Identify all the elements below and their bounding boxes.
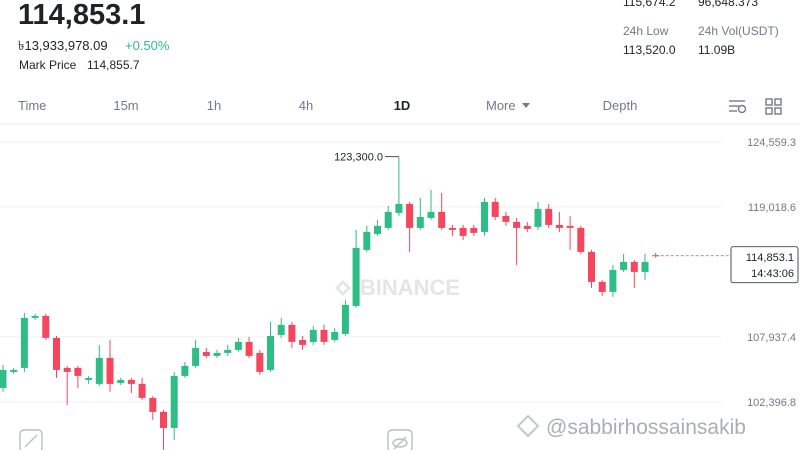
stat-value: 11.09B (698, 43, 735, 57)
tab[interactable]: 4h (299, 98, 313, 113)
candle-body (545, 208, 553, 225)
candle-body (481, 201, 488, 232)
candle-body (384, 211, 392, 228)
candle-body (459, 227, 467, 236)
candle-body (149, 397, 157, 412)
stat-label: 24h Low (623, 24, 669, 38)
tab[interactable]: More (486, 98, 516, 113)
candle-body (374, 225, 381, 234)
stat-value: 113,520.0 (623, 43, 676, 57)
fiat-price: ৳13,933,978.09 (18, 38, 108, 53)
candle-body (256, 352, 264, 372)
candle-body (53, 337, 60, 370)
candle-body (181, 365, 189, 376)
candle-body (63, 367, 71, 372)
candle-body (534, 208, 542, 227)
candle-body (491, 201, 499, 217)
indicator-icon[interactable] (729, 100, 747, 114)
candle-body (352, 247, 360, 306)
candle-body (513, 221, 521, 228)
candle-body (202, 351, 210, 356)
candle-body (127, 379, 135, 384)
mark-price-label: Mark Price (19, 58, 77, 72)
credit-logo (516, 414, 540, 438)
candle-body (341, 304, 349, 334)
tab[interactable]: Depth (603, 98, 638, 113)
candle-body (448, 227, 456, 230)
candle-body (588, 251, 595, 282)
candle-body (598, 281, 606, 292)
candle-body (0, 369, 7, 388)
candle-body (95, 357, 103, 384)
candle-body (406, 203, 414, 228)
candle-body (117, 379, 125, 383)
candle-body (267, 335, 274, 370)
tab-active[interactable]: 1D (394, 98, 411, 113)
candle-body (416, 216, 424, 228)
candle-body (620, 261, 628, 270)
candle-body (160, 411, 167, 428)
stat-label: 24h Vol(USDT) (698, 24, 779, 38)
candle-body (438, 211, 446, 228)
hide-icon[interactable] (387, 429, 413, 450)
candle-body (523, 225, 531, 229)
candle-body (630, 261, 638, 272)
candle-body (192, 347, 200, 366)
candle-body (74, 367, 82, 376)
watermark-logo (335, 280, 351, 296)
y-tick-label: 119,018.6 (748, 202, 796, 214)
tab[interactable]: 1h (207, 98, 221, 113)
candle-body (577, 227, 585, 252)
candle-body (641, 261, 649, 272)
candle-body (224, 349, 232, 353)
tab[interactable]: 15m (113, 98, 138, 113)
candle-body (106, 357, 114, 384)
candle-body (470, 227, 478, 233)
watermark: BINANCE (360, 275, 460, 300)
change: +0.50% (125, 38, 170, 53)
dropdown-arrow (522, 103, 530, 108)
candle-body (331, 331, 339, 340)
candle-body (395, 203, 403, 213)
candle-body (320, 329, 328, 342)
y-tick-label: 102,396.8 (747, 397, 796, 409)
expand-icon[interactable] (19, 429, 43, 450)
candle-body (20, 317, 28, 368)
credit: @sabbirhossainsakib (546, 416, 746, 439)
candle-body (427, 211, 435, 218)
tab[interactable]: Time (18, 98, 46, 113)
last-price-label: 114,853.1 (746, 252, 794, 264)
candle-body (609, 269, 617, 292)
stat-value: 115,674.2 (623, 0, 676, 9)
y-tick-label: 124,559.3 (747, 137, 796, 149)
mark-price: 114,855.7 (87, 58, 140, 72)
stat-value: 96,648.373 (698, 0, 758, 9)
candle-body (31, 315, 39, 318)
candle-body (363, 231, 371, 250)
candle-body (555, 224, 563, 228)
candle-body (277, 324, 285, 335)
candle-body (502, 215, 510, 222)
annotation: 123,300.0 (334, 152, 383, 164)
candle-body (170, 375, 178, 428)
last-price-box (730, 246, 799, 284)
last-time-label: 14:43:06 (751, 268, 794, 280)
candle-body (213, 352, 221, 356)
candle-body (309, 329, 317, 342)
plot-area: 124,559.3 119,018.6 107,937.4 102,396.8 123,… (0, 137, 799, 450)
layout-icon[interactable] (765, 98, 782, 115)
candle-body (138, 383, 146, 398)
candle-body (288, 324, 296, 342)
y-tick-label: 107,937.4 (747, 332, 796, 344)
candle-body (85, 377, 93, 380)
candle-body (234, 341, 242, 350)
price: 114,853.1 (18, 0, 145, 31)
candle-body (299, 339, 307, 345)
candle-body (42, 315, 50, 338)
candle-body (245, 341, 253, 356)
candle-body (10, 369, 18, 372)
candle-body (566, 225, 574, 228)
